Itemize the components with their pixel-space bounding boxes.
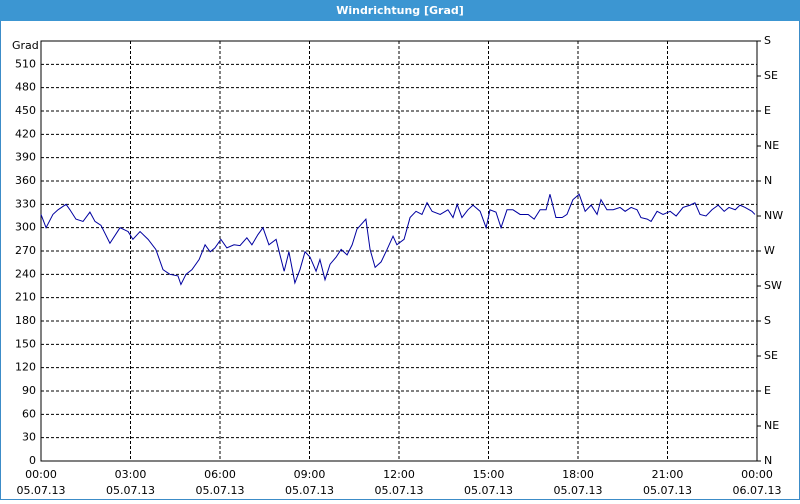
y-tick-label: 300 xyxy=(15,221,36,234)
y-tick-label: 330 xyxy=(15,197,36,210)
x-tick-date: 05.07.13 xyxy=(554,484,603,497)
y2-tick-label: N xyxy=(764,174,772,187)
x-tick-date: 05.07.13 xyxy=(375,484,424,497)
x-tick-label: 00:00 xyxy=(25,468,57,481)
x-tick-date: 05.07.13 xyxy=(106,484,155,497)
y2-tick-label: E xyxy=(764,104,771,117)
y2-tick-label: S xyxy=(764,314,771,327)
x-tick-label: 03:00 xyxy=(115,468,147,481)
y-tick-label: 0 xyxy=(29,454,36,467)
y2-tick-label: N xyxy=(764,454,772,467)
x-tick-label: 09:00 xyxy=(294,468,326,481)
y-axis-label: Grad xyxy=(12,39,39,52)
y-tick-label: 210 xyxy=(15,291,36,304)
title-bar xyxy=(0,0,800,21)
y2-tick-label: NW xyxy=(764,209,783,222)
y-tick-label: 90 xyxy=(22,384,36,397)
x-tick-date: 05.07.13 xyxy=(464,484,513,497)
chart-title: Windrichtung [Grad] xyxy=(336,4,464,17)
y-tick-label: 240 xyxy=(15,267,36,280)
y-tick-label: 510 xyxy=(15,57,36,70)
y2-tick-label: W xyxy=(764,244,775,257)
y-tick-label: 60 xyxy=(22,407,36,420)
x-tick-label: 21:00 xyxy=(652,468,684,481)
x-tick-date: 06.07.13 xyxy=(733,484,782,497)
x-tick-date: 05.07.13 xyxy=(285,484,334,497)
y-tick-label: 30 xyxy=(22,431,36,444)
y2-tick-label: SW xyxy=(764,279,782,292)
x-tick-label: 18:00 xyxy=(562,468,594,481)
x-tick-label: 12:00 xyxy=(383,468,415,481)
y-tick-label: 270 xyxy=(15,244,36,257)
y2-tick-label: SE xyxy=(764,349,778,362)
x-tick-label: 00:00 xyxy=(741,468,773,481)
y2-tick-label: S xyxy=(764,34,771,47)
y-tick-label: 120 xyxy=(15,361,36,374)
y2-tick-label: NE xyxy=(764,139,779,152)
x-tick-date: 05.07.13 xyxy=(643,484,692,497)
x-tick-date: 05.07.13 xyxy=(196,484,245,497)
x-tick-label: 15:00 xyxy=(473,468,505,481)
y-tick-label: 360 xyxy=(15,174,36,187)
y-tick-label: 480 xyxy=(15,81,36,94)
x-tick-label: 06:00 xyxy=(204,468,236,481)
y-tick-label: 390 xyxy=(15,151,36,164)
y2-tick-label: E xyxy=(764,384,771,397)
x-tick-date: 05.07.13 xyxy=(17,484,66,497)
data-line xyxy=(40,193,756,286)
y2-tick-label: NE xyxy=(764,419,779,432)
y-tick-label: 150 xyxy=(15,337,36,350)
y-tick-label: 420 xyxy=(15,127,36,140)
y-tick-label: 180 xyxy=(15,314,36,327)
y-tick-label: 450 xyxy=(15,104,36,117)
y2-tick-label: SE xyxy=(764,69,778,82)
